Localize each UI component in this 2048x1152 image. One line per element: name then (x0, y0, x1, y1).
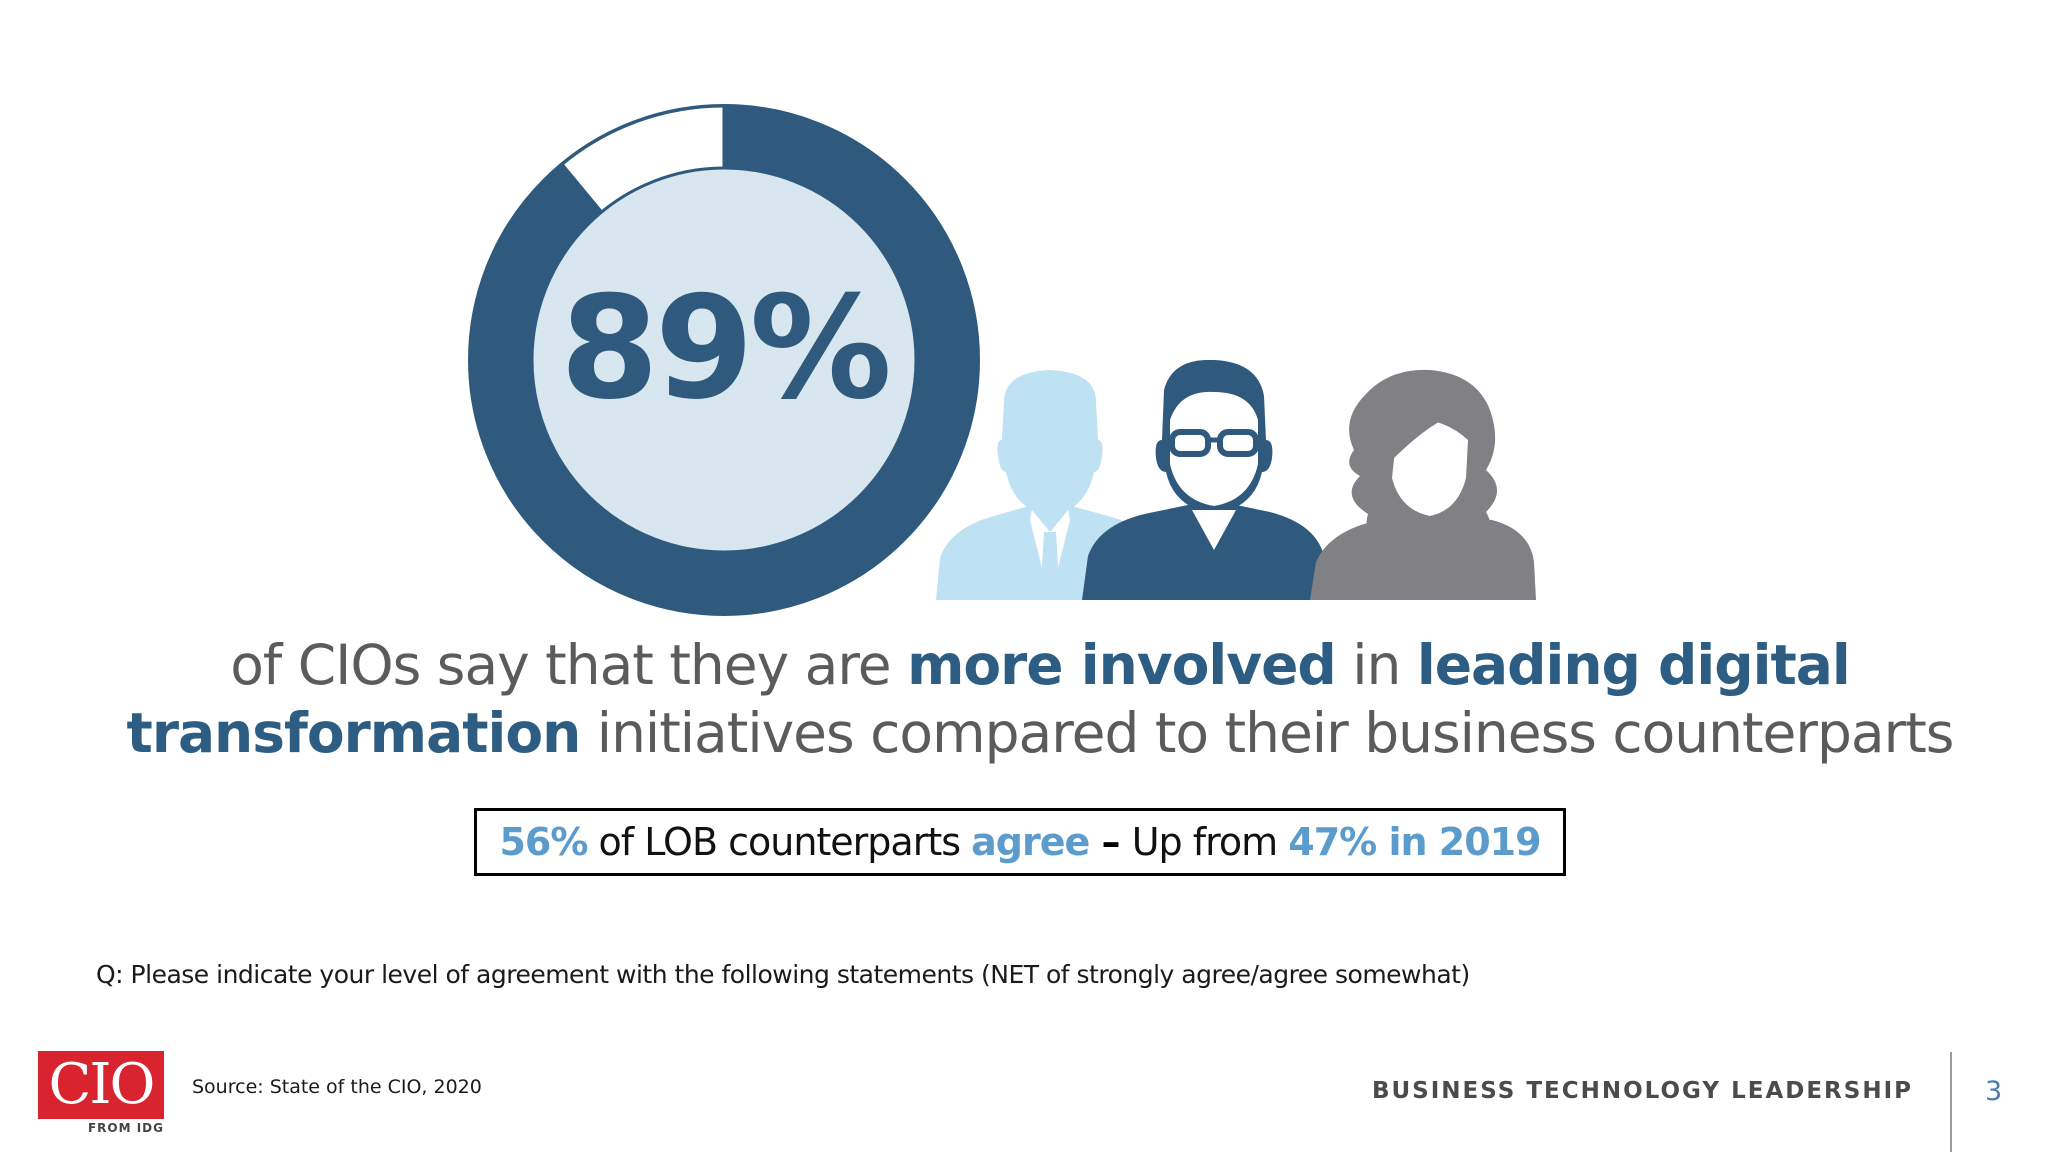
donut-chart (468, 104, 980, 616)
headline-text: in (1335, 633, 1417, 697)
headline-emphasis: leading digital (1416, 633, 1851, 697)
cio-logo: CIO FROM IDG (38, 1051, 164, 1135)
footer-tagline: BUSINESS TECHNOLOGY LEADERSHIP (1371, 1078, 1913, 1104)
headline-line-2: transformation initiatives compared to t… (100, 706, 1980, 761)
headline-text: initiatives compared to their business c… (580, 701, 1955, 765)
headline-line-1: of CIOs say that they are more involved … (100, 638, 1980, 693)
headline-text: of CIOs say that they are (230, 633, 908, 697)
lob-stat-box: 56% of LOB counterparts agree – Up from … (474, 808, 1566, 876)
lob-percentage: 56% (499, 820, 588, 864)
cio-logo-subtitle: FROM IDG (87, 1121, 164, 1135)
donut-inner-circle (530, 166, 918, 554)
footer-divider (1950, 1052, 1952, 1152)
man-glasses-icon (1082, 360, 1328, 600)
previous-year-stat: 47% in 2019 (1288, 820, 1541, 864)
cio-logo-mark: CIO (38, 1051, 164, 1119)
woman-gray-icon (1310, 369, 1536, 600)
source-note: Source: State of the CIO, 2020 (192, 1076, 482, 1098)
headline-emphasis: more involved (907, 633, 1337, 697)
stat-dash: – (1089, 820, 1132, 864)
stat-text: of LOB counterparts (587, 820, 972, 864)
people-illustration (936, 360, 1536, 600)
stat-agree: agree (971, 820, 1090, 864)
donut-value-label: 89% (560, 266, 892, 431)
page-number: 3 (1985, 1076, 2003, 1107)
headline-emphasis: transformation (126, 701, 582, 765)
stat-text: Up from (1131, 820, 1289, 864)
survey-question: Q: Please indicate your level of agreeme… (96, 960, 1470, 989)
